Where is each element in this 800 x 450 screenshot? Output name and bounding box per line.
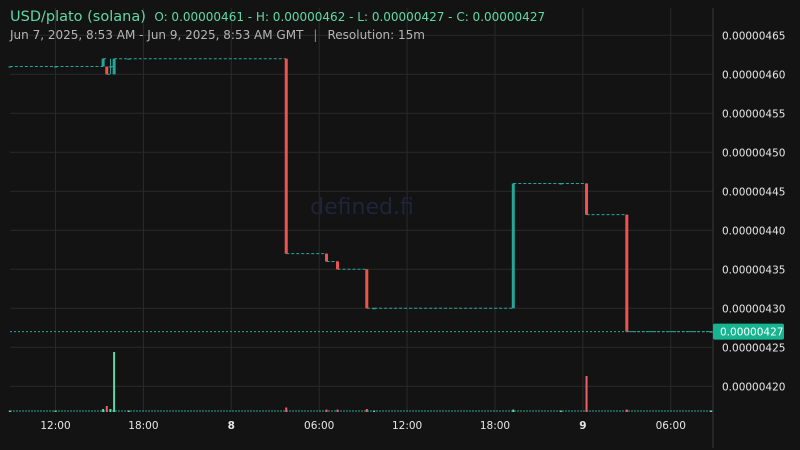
candle-body	[559, 183, 563, 185]
price-tick-label: 0.00000450	[722, 147, 785, 159]
chart-header: USD/plato (solana) O: 0.00000461 - H: 0.…	[10, 9, 545, 42]
volume-bar	[325, 409, 328, 412]
time-axis[interactable]: 12:00 18:00 8 06:00 12:00 18:00 9 06:00	[40, 420, 686, 432]
volume-bar	[365, 409, 368, 412]
time-tick-label: 06:00	[656, 420, 686, 432]
volume-bar	[113, 352, 116, 412]
price-tick-label: 0.00000445	[722, 186, 785, 198]
volume-bar	[336, 409, 339, 412]
candle-body	[108, 66, 112, 68]
candle-body	[8, 66, 12, 68]
price-tick-label: 0.00000460	[722, 69, 785, 81]
price-tick-label: 0.00000440	[722, 225, 785, 237]
candle-body	[336, 261, 340, 270]
candle-body	[625, 214, 629, 332]
time-tick-label: 18:00	[480, 420, 510, 432]
volume-bar	[559, 410, 562, 412]
last-price-marker: 0.00000427	[10, 323, 784, 340]
candle-body	[372, 308, 376, 310]
price-tick-label: 0.00000455	[722, 108, 785, 120]
candle-body	[325, 253, 329, 262]
volume-bar	[285, 407, 288, 412]
time-tick-label: 8	[228, 420, 235, 432]
time-tick-label: 06:00	[304, 420, 334, 432]
candle-body	[112, 58, 116, 75]
watermark: defined.fi	[310, 195, 414, 220]
candle-body	[54, 66, 58, 68]
price-tick-label: 0.00000420	[722, 381, 785, 393]
candles	[8, 58, 713, 333]
candle-body	[105, 66, 109, 75]
last-price-badge	[713, 323, 784, 340]
volume-bar	[512, 409, 515, 412]
candle-body	[365, 269, 369, 309]
range-and-resolution: Jun 7, 2025, 8:53 AM - Jun 9, 2025, 8:53…	[10, 28, 545, 42]
candle-body	[511, 183, 515, 309]
pair-and-ohlc: USD/plato (solana) O: 0.00000461 - H: 0.…	[10, 9, 545, 25]
chart-grid	[10, 8, 713, 412]
volume-bar	[102, 409, 105, 412]
price-tick-label: 0.00000425	[722, 342, 785, 354]
volume-bar	[127, 410, 130, 412]
ohlc-readout: O: 0.00000461 - H: 0.00000462 - L: 0.000…	[154, 10, 546, 24]
price-tick-label: 0.00000465	[722, 30, 785, 42]
volume-bar	[8, 410, 11, 412]
price-tick-label: 0.00000435	[722, 264, 785, 276]
time-tick-label: 12:00	[40, 420, 70, 432]
candle-body	[585, 183, 589, 215]
header-separator: |	[313, 28, 318, 42]
resolution-label[interactable]: Resolution: 15m	[327, 28, 425, 42]
candle-body	[284, 58, 288, 254]
time-tick-label: 12:00	[392, 420, 422, 432]
volume-bar	[54, 410, 57, 412]
time-tick-label: 9	[579, 420, 586, 432]
volume-bar	[625, 409, 628, 412]
price-axis[interactable]: 0.00000465 0.00000460 0.00000455 0.00000450…	[712, 8, 785, 448]
candle-body	[101, 58, 105, 67]
time-tick-label: 18:00	[128, 420, 158, 432]
volume-bar	[105, 406, 108, 412]
last-price-value: 0.00000427	[720, 327, 783, 339]
volume-bar	[585, 376, 588, 412]
volume-bar	[710, 410, 713, 412]
volume-bar	[109, 409, 112, 412]
volume-bar	[373, 410, 376, 412]
candle-body	[127, 58, 131, 60]
date-range: Jun 7, 2025, 8:53 AM - Jun 9, 2025, 8:53…	[10, 28, 304, 42]
price-tick-label: 0.00000430	[722, 303, 785, 315]
volume-bars	[8, 352, 713, 412]
pair-name[interactable]: USD/plato (solana)	[10, 9, 146, 25]
